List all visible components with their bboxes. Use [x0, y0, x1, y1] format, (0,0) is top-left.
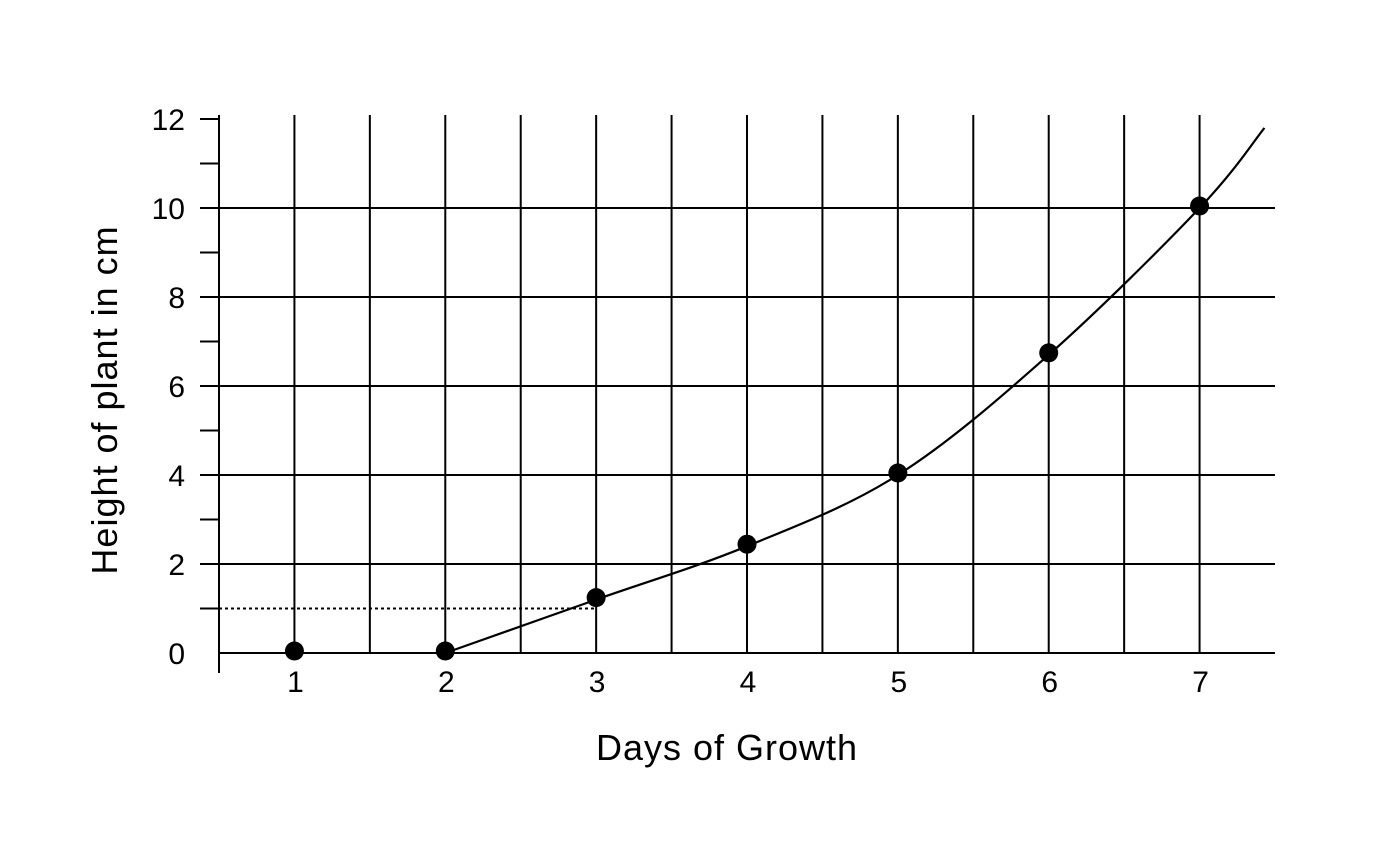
- series: [284, 127, 1266, 661]
- x-tick-label: 3: [589, 666, 606, 699]
- y-tick-label: 6: [168, 371, 185, 404]
- x-tick-label: 6: [1041, 666, 1058, 699]
- data-point: [284, 641, 304, 661]
- x-tick-label: 4: [740, 666, 757, 699]
- y-tick-label: 2: [168, 549, 185, 582]
- y-tick-label: 0: [168, 638, 185, 671]
- y-axis-title: Height of plant in cm: [84, 225, 125, 574]
- data-point: [435, 641, 455, 661]
- x-tick-label: 7: [1192, 666, 1209, 699]
- x-tick-label: 2: [438, 666, 455, 699]
- x-axis-title: Days of Growth: [596, 727, 858, 768]
- data-point: [888, 463, 908, 483]
- y-tick-label: 12: [152, 104, 185, 137]
- grid: [219, 115, 1275, 653]
- y-tick-label: 4: [168, 460, 185, 493]
- data-point: [737, 534, 757, 554]
- data-point: [586, 588, 606, 608]
- x-tick-label: 1: [287, 666, 304, 699]
- x-tick-label: 5: [891, 666, 908, 699]
- y-tick-label: 8: [168, 282, 185, 315]
- data-point: [1039, 343, 1059, 363]
- growth-curve: [444, 127, 1266, 655]
- data-point: [1190, 196, 1210, 216]
- y-tick-label: 10: [152, 193, 185, 226]
- axes: [200, 115, 1275, 673]
